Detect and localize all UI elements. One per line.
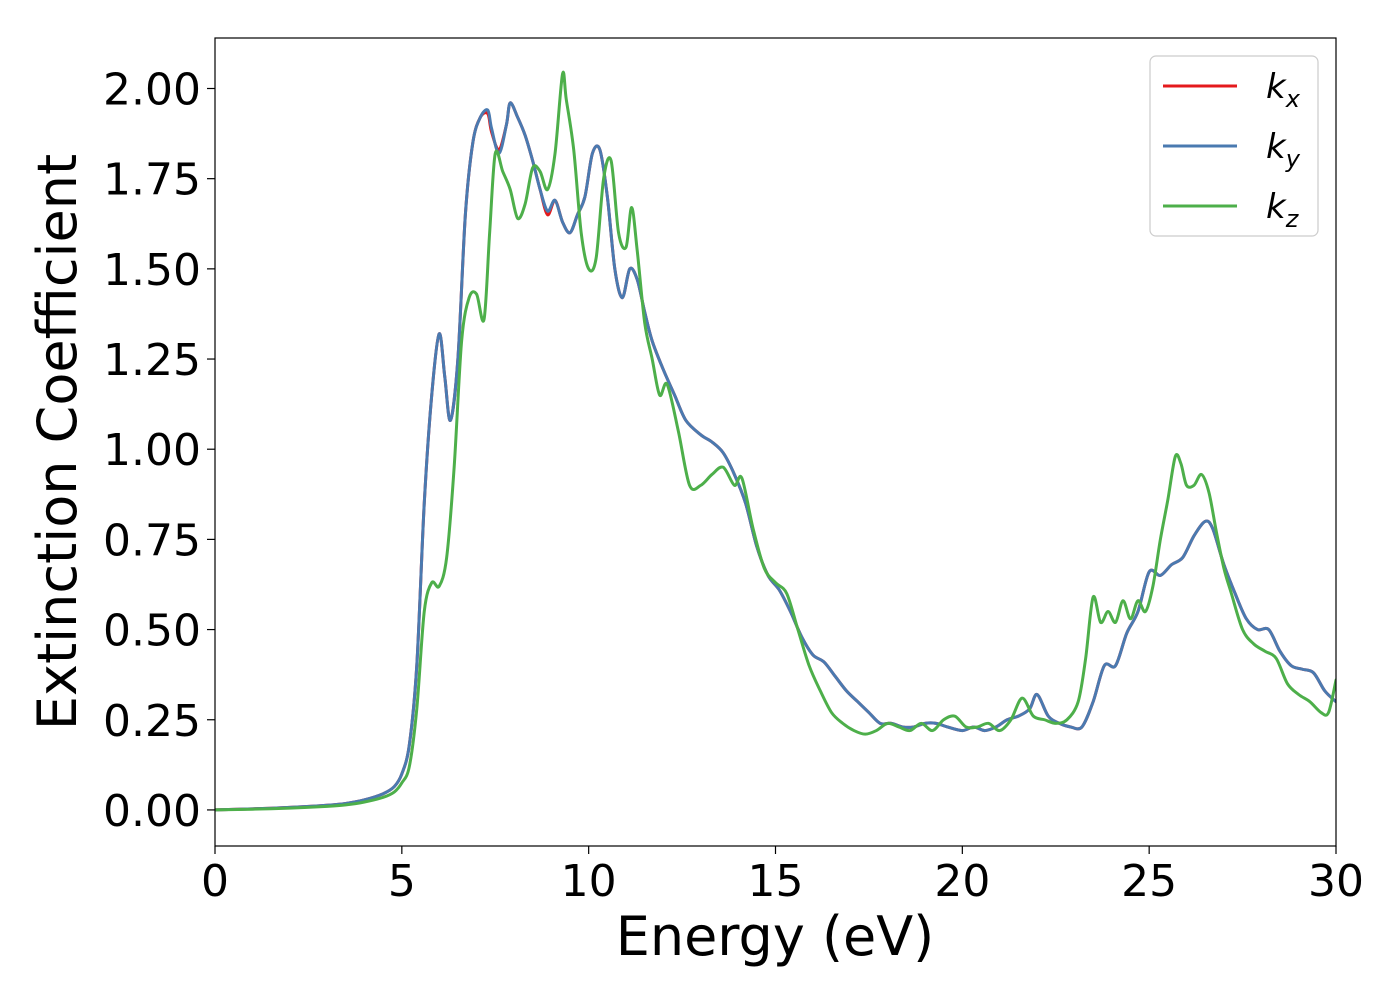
legend-label-ky: ky [1266, 127, 1301, 173]
y-axis-title: Extinction Coefficient [26, 154, 89, 730]
y-tick-label: 1.75 [103, 155, 201, 206]
y-tick-label: 0.00 [103, 786, 201, 837]
x-tick-label: 30 [1308, 856, 1364, 907]
plot-frame [214, 37, 1337, 847]
y-tick-label: 1.25 [103, 335, 201, 386]
x-tick-label: 10 [561, 856, 617, 907]
y-tick-label: 1.50 [103, 245, 201, 296]
legend-label-main: k [1266, 127, 1287, 167]
series-layer [215, 70, 1336, 812]
x-tick-label: 5 [388, 856, 416, 907]
y-tick-label: 0.50 [103, 606, 201, 657]
y-tick-label: 0.25 [103, 696, 201, 747]
x-tick-label: 25 [1121, 856, 1177, 907]
y-tick-label: 0.75 [103, 515, 201, 566]
x-tick-label: 20 [934, 856, 990, 907]
legend-label-subscript: y [1285, 145, 1301, 173]
tick-layer: 0 5 10 15 20 25 30 0.00 0.25 0.50 0.75 1.00 1.25 1.50… [103, 65, 1364, 908]
y-tick-label: 1.00 [103, 425, 201, 476]
x-tick-label: 0 [201, 856, 229, 907]
legend-label-main: k [1266, 67, 1287, 107]
legend-label-kz: kz [1266, 187, 1300, 233]
series-line-ky [215, 101, 1336, 812]
legend-label-subscript: z [1285, 205, 1300, 233]
legend-label-subscript: x [1285, 85, 1301, 113]
legend-label-kx: kx [1266, 67, 1301, 113]
x-axis-title: Energy (eV) [616, 905, 935, 968]
series-line-kz [215, 70, 1336, 812]
legend-label-main: k [1266, 187, 1287, 227]
x-tick-label: 15 [748, 856, 804, 907]
y-tick-label: 2.00 [103, 65, 201, 116]
